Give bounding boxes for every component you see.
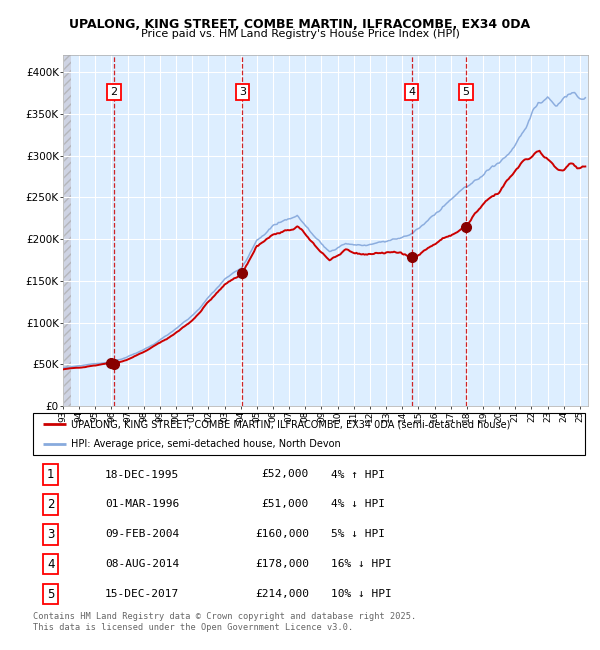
Text: 10% ↓ HPI: 10% ↓ HPI	[331, 589, 392, 599]
Text: £51,000: £51,000	[262, 499, 309, 510]
Text: Contains HM Land Registry data © Crown copyright and database right 2025.
This d: Contains HM Land Registry data © Crown c…	[33, 612, 416, 632]
Text: 2: 2	[47, 498, 55, 511]
Text: £160,000: £160,000	[255, 529, 309, 539]
Text: 15-DEC-2017: 15-DEC-2017	[105, 589, 179, 599]
Text: 01-MAR-1996: 01-MAR-1996	[105, 499, 179, 510]
Text: 08-AUG-2014: 08-AUG-2014	[105, 559, 179, 569]
Text: Price paid vs. HM Land Registry's House Price Index (HPI): Price paid vs. HM Land Registry's House …	[140, 29, 460, 39]
Text: £178,000: £178,000	[255, 559, 309, 569]
Text: 5: 5	[463, 87, 470, 97]
Text: 2: 2	[110, 87, 118, 97]
Text: UPALONG, KING STREET, COMBE MARTIN, ILFRACOMBE, EX34 0DA: UPALONG, KING STREET, COMBE MARTIN, ILFR…	[70, 18, 530, 31]
Text: 18-DEC-1995: 18-DEC-1995	[105, 469, 179, 480]
Text: 16% ↓ HPI: 16% ↓ HPI	[331, 559, 392, 569]
Text: 5% ↓ HPI: 5% ↓ HPI	[331, 529, 385, 539]
Text: 4% ↑ HPI: 4% ↑ HPI	[331, 469, 385, 480]
Text: HPI: Average price, semi-detached house, North Devon: HPI: Average price, semi-detached house,…	[71, 439, 340, 449]
Text: 09-FEB-2004: 09-FEB-2004	[105, 529, 179, 539]
Text: 3: 3	[47, 528, 55, 541]
Text: 1: 1	[47, 468, 55, 481]
Text: 3: 3	[239, 87, 246, 97]
Text: 5: 5	[47, 588, 55, 601]
Text: 4: 4	[47, 558, 55, 571]
Text: UPALONG, KING STREET, COMBE MARTIN, ILFRACOMBE, EX34 0DA (semi-detached house): UPALONG, KING STREET, COMBE MARTIN, ILFR…	[71, 419, 510, 429]
Text: £52,000: £52,000	[262, 469, 309, 480]
Text: 4: 4	[408, 87, 415, 97]
Text: 4% ↓ HPI: 4% ↓ HPI	[331, 499, 385, 510]
Text: £214,000: £214,000	[255, 589, 309, 599]
Bar	[63, 55, 71, 406]
